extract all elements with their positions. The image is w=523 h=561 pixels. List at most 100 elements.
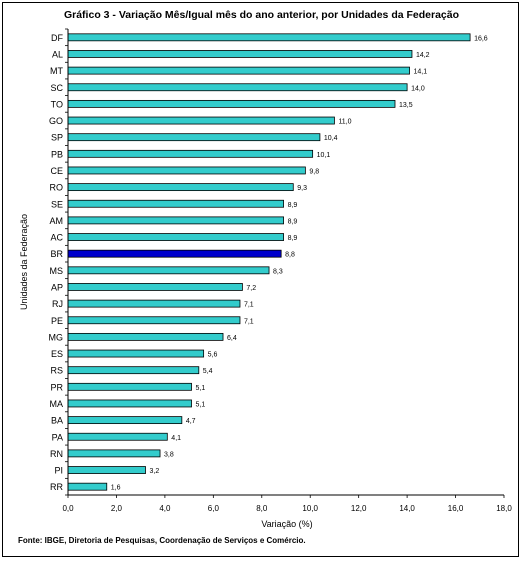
bar-ce — [67, 166, 306, 175]
bar-go — [67, 116, 335, 125]
bar-ro — [67, 183, 294, 192]
bar-es — [67, 349, 205, 358]
bar-mg — [67, 332, 224, 341]
bar-pi — [67, 466, 146, 474]
value-label-ba: 4,7 — [186, 418, 196, 425]
bar-am — [67, 216, 284, 225]
category-label-pb: PB — [51, 149, 63, 159]
bar-ma — [67, 399, 192, 408]
value-label-ma: 5,1 — [196, 401, 206, 408]
x-tick-label: 14,0 — [399, 504, 415, 513]
category-label-rn: RN — [50, 449, 63, 459]
value-label-ac: 8,9 — [288, 235, 298, 242]
category-label-to: TO — [51, 99, 63, 109]
bar-df — [67, 33, 471, 42]
x-tick-label: 8,0 — [256, 504, 268, 513]
x-tick-label: 0,0 — [62, 504, 74, 513]
bar-ba — [67, 416, 183, 425]
chart-frame — [2, 2, 519, 557]
bar-to — [67, 99, 396, 108]
y-axis-label: Unidades da Federação — [19, 214, 29, 310]
category-label-ba: BA — [51, 416, 63, 426]
bar-ap — [67, 283, 243, 291]
category-label-ce: CE — [50, 166, 63, 176]
value-label-pr: 5,1 — [196, 385, 206, 392]
bar-rs — [67, 366, 200, 375]
bar-al — [67, 50, 413, 58]
category-label-pi: PI — [54, 466, 63, 476]
bar-rj — [67, 299, 241, 308]
value-label-ro: 9,3 — [297, 185, 307, 192]
value-label-rj: 7,1 — [244, 302, 254, 309]
bar-sc — [67, 83, 408, 92]
value-label-ap: 7,2 — [246, 285, 256, 292]
bar-sp — [67, 133, 321, 142]
category-label-ma: MA — [50, 399, 64, 409]
bar-pe — [67, 316, 241, 325]
bar-ac — [67, 233, 284, 241]
category-label-am: AM — [50, 216, 64, 226]
x-tick-label: 4,0 — [159, 504, 171, 513]
value-label-sp: 10,4 — [324, 135, 338, 142]
value-label-pi: 3,2 — [150, 468, 160, 475]
value-label-rn: 3,8 — [164, 451, 174, 458]
value-label-ce: 9,8 — [309, 168, 319, 175]
value-label-pe: 7,1 — [244, 318, 254, 325]
bar-pa — [67, 432, 168, 441]
x-tick-label: 2,0 — [111, 504, 123, 513]
value-label-rs: 5,4 — [203, 368, 213, 375]
category-label-pr: PR — [50, 382, 63, 392]
value-label-rr: 1,6 — [111, 485, 121, 492]
source-note: Fonte: IBGE, Diretoria de Pesquisas, Coo… — [18, 536, 306, 545]
value-label-mt: 14,1 — [414, 69, 428, 76]
value-label-se: 8,9 — [288, 202, 298, 209]
category-label-ap: AP — [51, 282, 63, 292]
value-label-al: 14,2 — [416, 52, 430, 59]
category-label-df: DF — [51, 33, 63, 43]
chart-title: Gráfico 3 - Variação Mês/Igual mês do an… — [63, 9, 460, 21]
bar-rn — [67, 449, 161, 458]
category-label-rs: RS — [50, 366, 63, 376]
category-label-pe: PE — [51, 316, 63, 326]
x-tick-label: 16,0 — [448, 504, 464, 513]
category-label-br: BR — [50, 249, 63, 259]
bar-mt — [67, 66, 410, 75]
category-label-mg: MG — [49, 332, 64, 342]
bar-ms — [67, 266, 270, 275]
value-label-sc: 14,0 — [411, 85, 425, 92]
category-label-ac: AC — [50, 233, 63, 243]
x-tick-label: 12,0 — [351, 504, 367, 513]
bar-rr — [67, 482, 108, 491]
value-label-pb: 10,1 — [317, 152, 331, 159]
category-label-se: SE — [51, 199, 63, 209]
category-label-es: ES — [51, 349, 63, 359]
x-tick-label: 18,0 — [496, 504, 512, 513]
value-label-am: 8,9 — [288, 218, 298, 225]
value-label-es: 5,6 — [208, 352, 218, 359]
x-tick-label: 10,0 — [302, 504, 318, 513]
x-axis-label: Variação (%) — [261, 519, 312, 529]
value-label-go: 11,0 — [338, 119, 351, 126]
category-label-ms: MS — [50, 266, 64, 276]
category-label-mt: MT — [50, 66, 63, 76]
bar-se — [67, 199, 284, 208]
value-label-df: 16,6 — [474, 35, 488, 42]
x-tick-label: 6,0 — [208, 504, 220, 513]
category-label-rj: RJ — [52, 299, 63, 309]
bar-br — [67, 249, 282, 258]
category-label-al: AL — [52, 49, 63, 59]
category-label-ro: RO — [50, 183, 64, 193]
category-label-pa: PA — [52, 432, 63, 442]
category-label-sp: SP — [51, 133, 63, 143]
value-label-pa: 4,1 — [171, 435, 181, 442]
category-label-rr: RR — [50, 482, 63, 492]
value-label-mg: 6,4 — [227, 335, 237, 342]
value-label-br: 8,8 — [285, 252, 295, 259]
category-label-sc: SC — [50, 83, 63, 93]
value-label-ms: 8,3 — [273, 268, 283, 275]
bar-pr — [67, 382, 192, 391]
bar-pb — [67, 149, 314, 158]
category-label-go: GO — [49, 116, 63, 126]
value-label-to: 13,5 — [399, 102, 413, 109]
